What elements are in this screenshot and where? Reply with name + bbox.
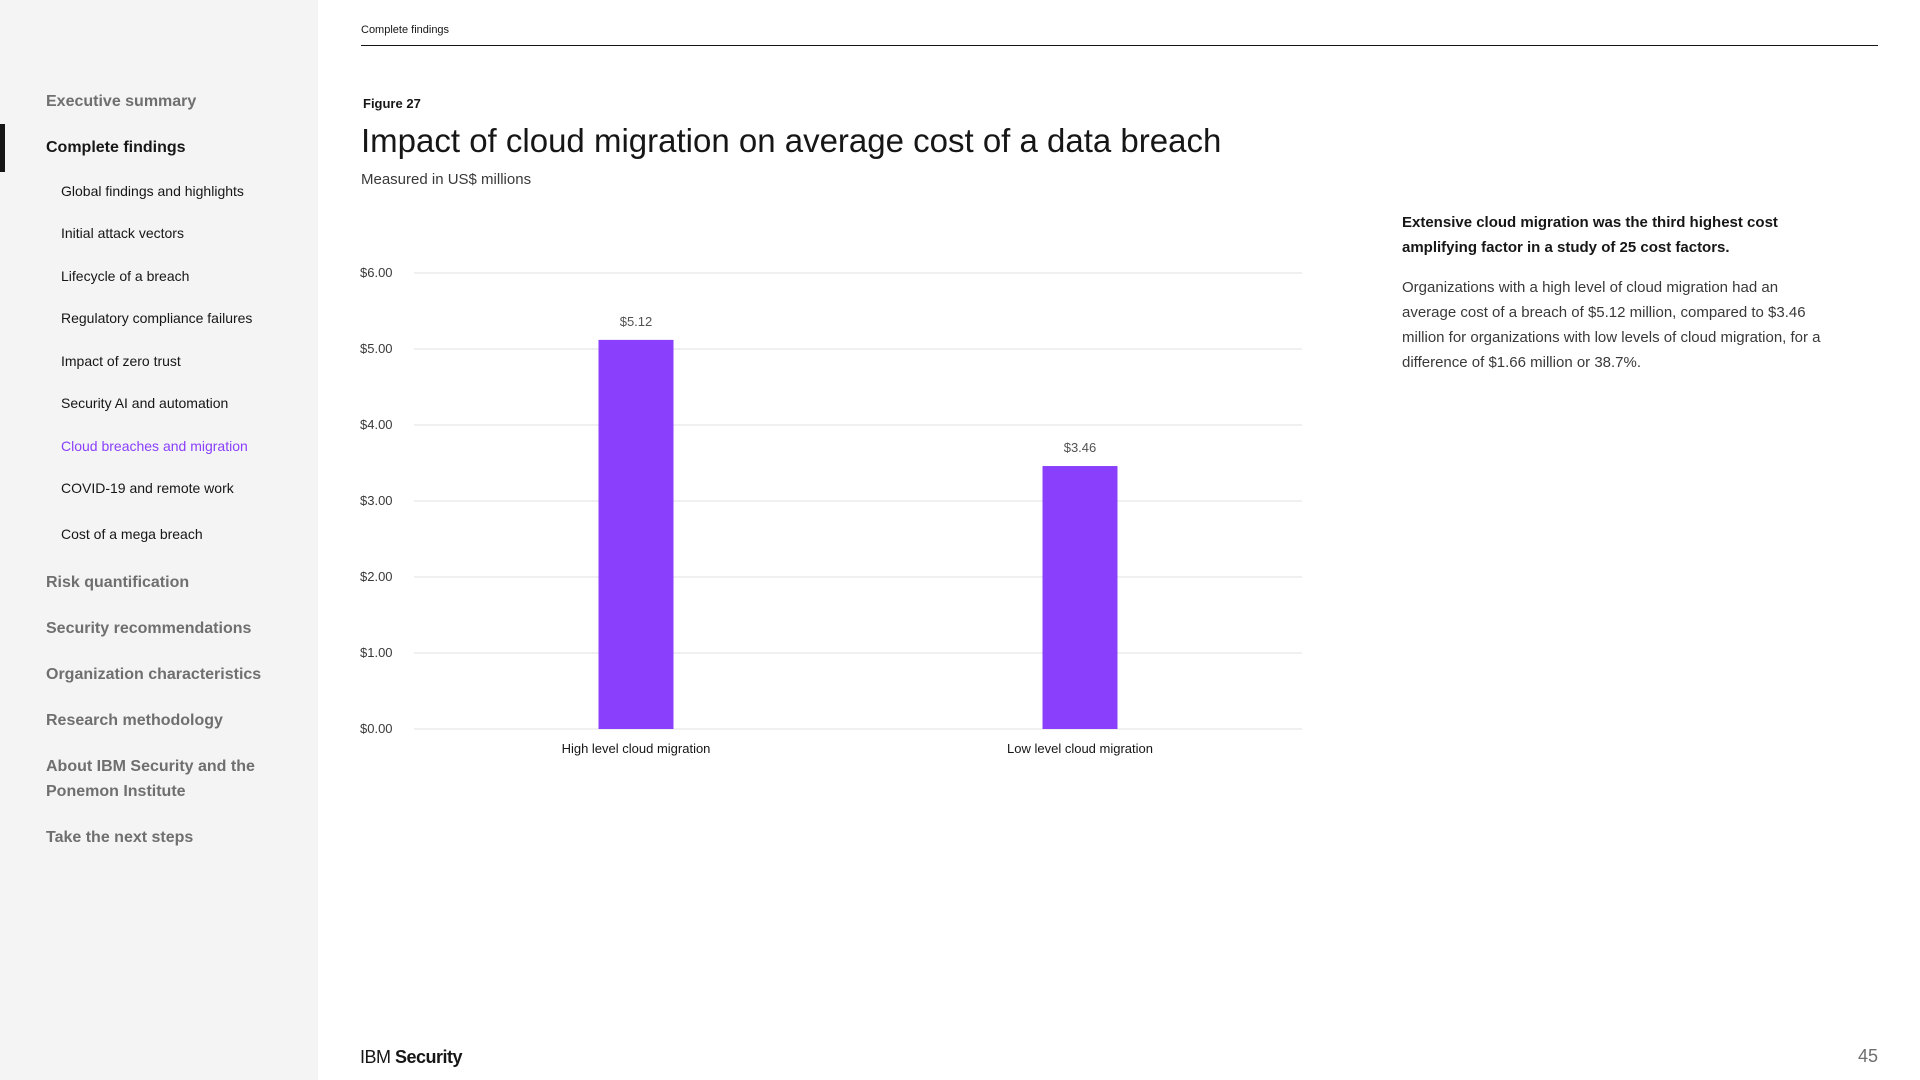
chart-title: Impact of cloud migration on average cos…	[361, 122, 1222, 159]
nav-sub-regulatory[interactable]: Regulatory compliance failures	[61, 310, 253, 326]
nav-security-recommendations[interactable]: Security recommendations	[46, 620, 252, 637]
y-tick-label: $4.00	[360, 417, 393, 432]
data-label: $3.46	[1064, 440, 1097, 455]
nav-sub-mega-breach[interactable]: Cost of a mega breach	[61, 526, 203, 542]
breadcrumb: Complete findings	[361, 24, 450, 36]
data-label: $5.12	[620, 314, 653, 329]
nav-complete-findings[interactable]: Complete findings	[46, 139, 186, 156]
header-divider	[361, 45, 1878, 46]
nav-risk-quantification[interactable]: Risk quantification	[46, 574, 190, 591]
nav-organization-characteristics[interactable]: Organization characteristics	[46, 666, 262, 683]
y-tick-label: $0.00	[360, 721, 393, 736]
nav-sub-lifecycle[interactable]: Lifecycle of a breach	[61, 268, 190, 284]
sidebar: Executive summary Complete findings Glob…	[0, 0, 318, 1080]
figure-label: Figure 27	[363, 96, 421, 111]
y-tick-label: $5.00	[360, 341, 393, 356]
bar-chart: $0.00 $1.00 $2.00 $3.00 $4.00 $5.00 $6.00 $5.12…	[360, 265, 1302, 756]
nav-next-steps[interactable]: Take the next steps	[46, 829, 194, 846]
x-tick-label: Low level cloud migration	[1007, 741, 1153, 756]
nav-sub-global-findings[interactable]: Global findings and highlights	[61, 183, 244, 199]
nav-about-ibm[interactable]: About IBM Security and the Ponemon Insti…	[46, 754, 255, 804]
x-tick-label: High level cloud migration	[562, 741, 711, 756]
ibm-security-logo: IBM Security	[360, 1047, 463, 1068]
nav-sub-security-ai[interactable]: Security AI and automation	[61, 395, 229, 411]
nav-sub-zero-trust[interactable]: Impact of zero trust	[61, 353, 181, 369]
y-tick-label: $3.00	[360, 493, 393, 508]
y-tick-label: $6.00	[360, 265, 393, 280]
brand-suffix: Security	[395, 1047, 463, 1067]
bar	[598, 339, 674, 729]
page-number: 45	[1857, 1046, 1878, 1066]
chart-subtitle: Measured in US$ millions	[361, 171, 532, 188]
brand-prefix: IBM	[360, 1047, 396, 1067]
nav-sub-covid[interactable]: COVID-19 and remote work	[61, 480, 234, 496]
nav-about-line2: Ponemon Institute	[46, 783, 186, 800]
insight-headline: Extensive cloud migration was the third …	[1402, 214, 1778, 256]
nav-sub-cloud-breaches[interactable]: Cloud breaches and migration	[61, 438, 248, 454]
insight-body: Organizations with a high level of cloud…	[1402, 279, 1821, 371]
active-section-marker	[0, 124, 5, 172]
nav-about-line1: About IBM Security and the	[46, 758, 255, 775]
bar	[1042, 466, 1118, 729]
y-tick-label: $2.00	[360, 569, 393, 584]
y-tick-label: $1.00	[360, 645, 393, 660]
nav-executive-summary[interactable]: Executive summary	[46, 93, 197, 110]
nav-sub-initial-attack-vectors[interactable]: Initial attack vectors	[61, 225, 184, 241]
nav-research-methodology[interactable]: Research methodology	[46, 712, 223, 729]
